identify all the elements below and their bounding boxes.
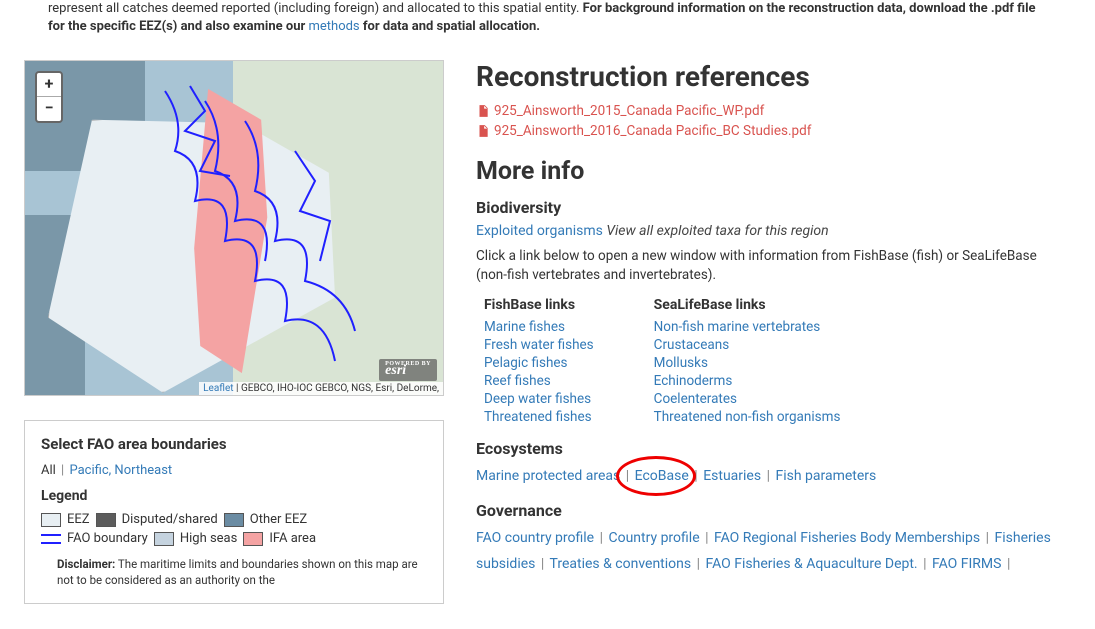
fishbase-link[interactable]: Marine fishes bbox=[484, 319, 565, 335]
esri-text: esri bbox=[385, 363, 406, 378]
map-container[interactable]: + − POWERED BY esri Leaflet | GEBCO, IHO… bbox=[24, 60, 444, 396]
eco-links-row: Marine protected areas | EcoBase | Estua… bbox=[476, 464, 1071, 489]
pdf-link[interactable]: 925_Ainsworth_2015_Canada Pacific_WP.pdf bbox=[494, 103, 764, 119]
exploited-row: Exploited organisms View all exploited t… bbox=[476, 223, 1071, 239]
sealife-link[interactable]: Coelenterates bbox=[654, 391, 737, 407]
fao-area-links: All | Pacific, Northeast bbox=[41, 463, 427, 478]
zoom-out-button[interactable]: − bbox=[37, 97, 61, 121]
pdf-row: 925_Ainsworth_2016_Canada Pacific_BC Stu… bbox=[476, 123, 1071, 139]
pdf-row: 925_Ainsworth_2015_Canada Pacific_WP.pdf bbox=[476, 103, 1071, 119]
separator: | bbox=[61, 463, 64, 478]
link-columns: FishBase links Marine fishes Fresh water… bbox=[476, 297, 1071, 427]
eco-link[interactable]: Estuaries bbox=[703, 468, 761, 484]
pdf-icon bbox=[476, 124, 490, 138]
all-label: All bbox=[41, 463, 56, 478]
eco-link[interactable]: Marine protected areas bbox=[476, 468, 620, 484]
separator: | bbox=[986, 530, 989, 546]
biodiversity-heading: Biodiversity bbox=[476, 198, 1071, 217]
sealife-column: SeaLifeBase links Non-fish marine verteb… bbox=[654, 297, 841, 427]
gov-link[interactable]: FAO Fisheries & Aquaculture Dept. bbox=[706, 556, 918, 572]
exploited-link[interactable]: Exploited organisms bbox=[476, 223, 603, 239]
fishbase-link[interactable]: Fresh water fishes bbox=[484, 337, 594, 353]
swatch-disputed bbox=[96, 513, 116, 527]
swatch-high-seas bbox=[154, 532, 174, 546]
sealife-link[interactable]: Echinoderms bbox=[654, 373, 733, 389]
attribution-text: | GEBCO, IHO-IOC GEBCO, NGS, Esri, DeLor… bbox=[234, 383, 439, 394]
ecosystems-heading: Ecosystems bbox=[476, 439, 1071, 458]
refs-heading: Reconstruction references bbox=[476, 60, 1071, 93]
eco-link[interactable]: Fish parameters bbox=[775, 468, 876, 484]
governance-heading: Governance bbox=[476, 501, 1071, 520]
gov-link[interactable]: Country profile bbox=[608, 530, 699, 546]
fishbase-link[interactable]: Deep water fishes bbox=[484, 391, 591, 407]
zoom-in-button[interactable]: + bbox=[37, 73, 61, 97]
separator: | bbox=[767, 468, 770, 484]
separator: | bbox=[541, 556, 544, 572]
sealife-link[interactable]: Mollusks bbox=[654, 355, 708, 371]
region-link[interactable]: Pacific, Northeast bbox=[69, 463, 172, 478]
separator: | bbox=[626, 468, 629, 484]
more-info-heading: More info bbox=[476, 157, 1071, 186]
intro-text: represent all catches deemed reported (i… bbox=[0, 0, 1095, 44]
gov-links-row: FAO country profile | Country profile | … bbox=[476, 526, 1071, 576]
methods-link[interactable]: methods bbox=[308, 19, 359, 34]
legend-label: IFA area bbox=[269, 531, 316, 546]
separator: | bbox=[600, 530, 603, 546]
legend-panel: Select FAO area boundaries All | Pacific… bbox=[24, 420, 444, 603]
legend-label: Disputed/shared bbox=[122, 512, 218, 527]
separator: | bbox=[1007, 556, 1010, 572]
fishbase-title: FishBase links bbox=[484, 297, 594, 313]
swatch-other-eez bbox=[224, 513, 244, 527]
disclaimer: Disclaimer: The maritime limits and boun… bbox=[41, 556, 427, 588]
separator: | bbox=[923, 556, 926, 572]
exploited-desc: View all exploited taxa for this region bbox=[606, 223, 828, 239]
map-coastline bbox=[145, 81, 405, 381]
pdf-icon bbox=[476, 104, 490, 118]
legend-label: High seas bbox=[180, 531, 238, 546]
swatch-ifa bbox=[243, 532, 263, 546]
ecobase-link[interactable]: EcoBase bbox=[635, 468, 689, 484]
legend-label: EEZ bbox=[67, 512, 90, 527]
gov-link[interactable]: Treaties & conventions bbox=[550, 556, 692, 572]
esri-logo: POWERED BY esri bbox=[379, 359, 437, 381]
fishbase-link[interactable]: Reef fishes bbox=[484, 373, 551, 389]
intro-prefix: represent all catches deemed reported (i… bbox=[48, 1, 583, 16]
legend-row: EEZ Disputed/shared Other EEZ bbox=[41, 512, 427, 527]
sealife-link[interactable]: Non-fish marine vertebrates bbox=[654, 319, 821, 335]
zoom-control: + − bbox=[35, 71, 63, 123]
leaflet-link[interactable]: Leaflet bbox=[203, 383, 233, 394]
separator: | bbox=[694, 468, 697, 484]
separator: | bbox=[705, 530, 708, 546]
gov-link[interactable]: FAO country profile bbox=[476, 530, 594, 546]
swatch-fao bbox=[41, 534, 61, 544]
fishbase-link[interactable]: Pelagic fishes bbox=[484, 355, 568, 371]
disclaimer-label: Disclaimer: bbox=[57, 557, 115, 571]
map-attribution: Leaflet | GEBCO, IHO-IOC GEBCO, NGS, Esr… bbox=[199, 382, 443, 395]
fishbase-link[interactable]: Threatened fishes bbox=[484, 409, 592, 425]
legend-title: Legend bbox=[41, 488, 427, 504]
swatch-eez bbox=[41, 513, 61, 527]
click-desc: Click a link below to open a new window … bbox=[476, 247, 1071, 285]
sealife-title: SeaLifeBase links bbox=[654, 297, 841, 313]
gov-link[interactable]: FAO FIRMS bbox=[932, 556, 1001, 572]
gov-link[interactable]: FAO Regional Fisheries Body Memberships bbox=[714, 530, 980, 546]
intro-bold2: for data and spatial allocation. bbox=[360, 19, 540, 34]
separator: | bbox=[697, 556, 700, 572]
legend-label: FAO boundary bbox=[67, 531, 148, 546]
legend-row: FAO boundary High seas IFA area bbox=[41, 531, 427, 546]
pdf-link[interactable]: 925_Ainsworth_2016_Canada Pacific_BC Stu… bbox=[494, 123, 811, 139]
legend-label: Other EEZ bbox=[250, 512, 307, 527]
sealife-link[interactable]: Threatened non-fish organisms bbox=[654, 409, 841, 425]
fishbase-column: FishBase links Marine fishes Fresh water… bbox=[484, 297, 594, 427]
sealife-link[interactable]: Crustaceans bbox=[654, 337, 730, 353]
panel-title: Select FAO area boundaries bbox=[41, 435, 427, 453]
